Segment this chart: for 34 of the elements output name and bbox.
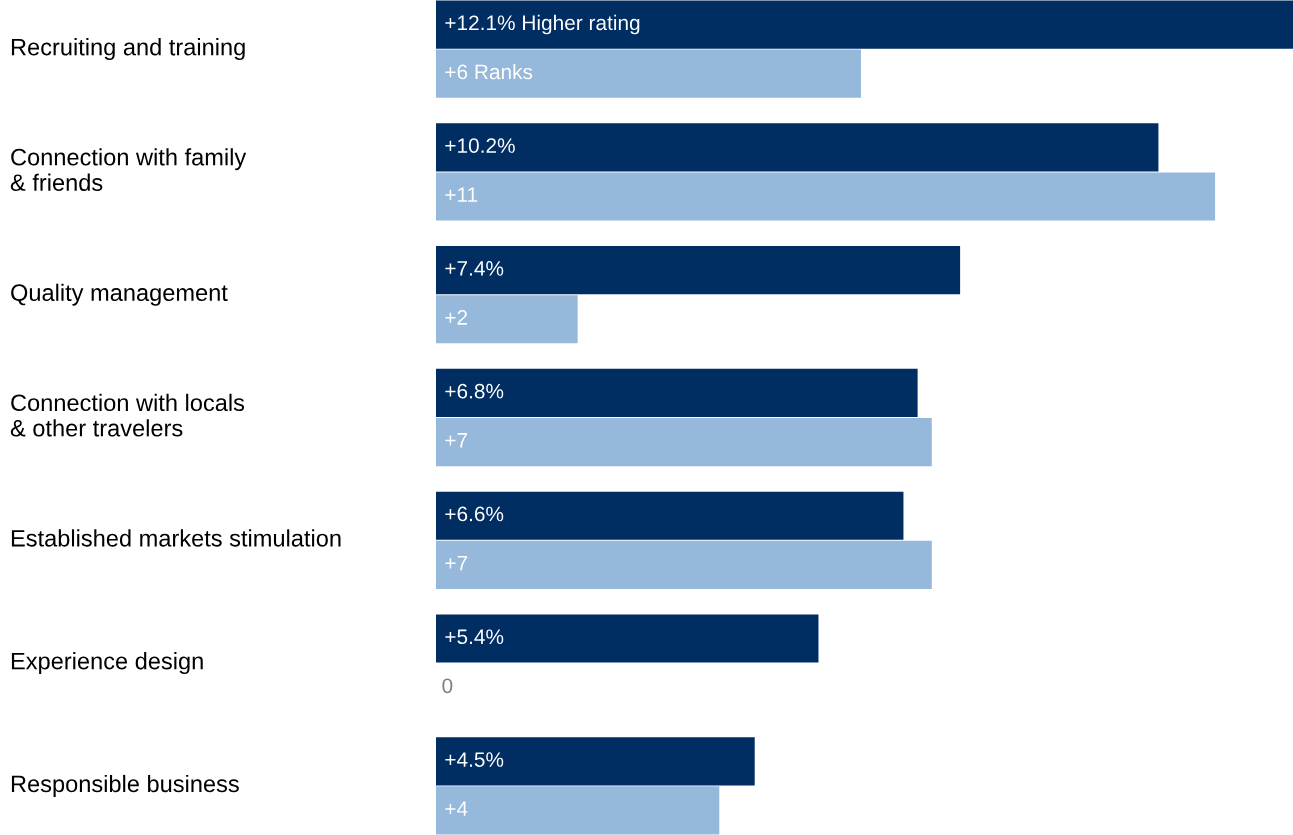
bar — [436, 123, 1159, 172]
data-label: +4 — [445, 801, 468, 816]
y-tick-label: Quality management — [11, 283, 228, 306]
bar — [436, 368, 918, 418]
y-tick-label: Connection with family & friends — [10, 148, 247, 191]
y-tick-label: Experience design — [11, 652, 203, 675]
data-label: +6.8% — [445, 383, 504, 399]
y-tick-label: Recruiting and training — [11, 38, 245, 61]
data-label: +7 — [445, 433, 468, 448]
data-label: +5.4% — [445, 629, 504, 645]
bar — [436, 786, 720, 835]
bar — [436, 172, 1216, 221]
data-label: +4.5% — [445, 752, 504, 767]
y-tick-label: Established markets stimulation — [11, 529, 341, 547]
data-label: +10.2% — [445, 138, 515, 153]
bar — [436, 0, 1293, 49]
data-label: +12.1% Higher rating — [445, 14, 640, 35]
bar — [436, 491, 904, 540]
bar — [436, 246, 961, 295]
data-label: +6 Ranks — [445, 63, 533, 80]
data-label: +7 — [445, 555, 468, 571]
bar — [436, 614, 819, 663]
bar — [436, 737, 755, 786]
y-tick-label: Responsible business — [11, 774, 239, 797]
data-label: +7.4% — [445, 261, 504, 276]
bar — [436, 540, 932, 589]
bar — [436, 417, 932, 467]
data-label: +2 — [445, 310, 468, 325]
data-label: +11 — [445, 187, 478, 202]
bar — [436, 295, 578, 344]
y-tick-label: Connection with locals & other travelers — [10, 393, 245, 437]
annotation: 0 — [442, 678, 453, 694]
bar — [436, 49, 861, 98]
data-label: +6.6% — [445, 506, 504, 522]
